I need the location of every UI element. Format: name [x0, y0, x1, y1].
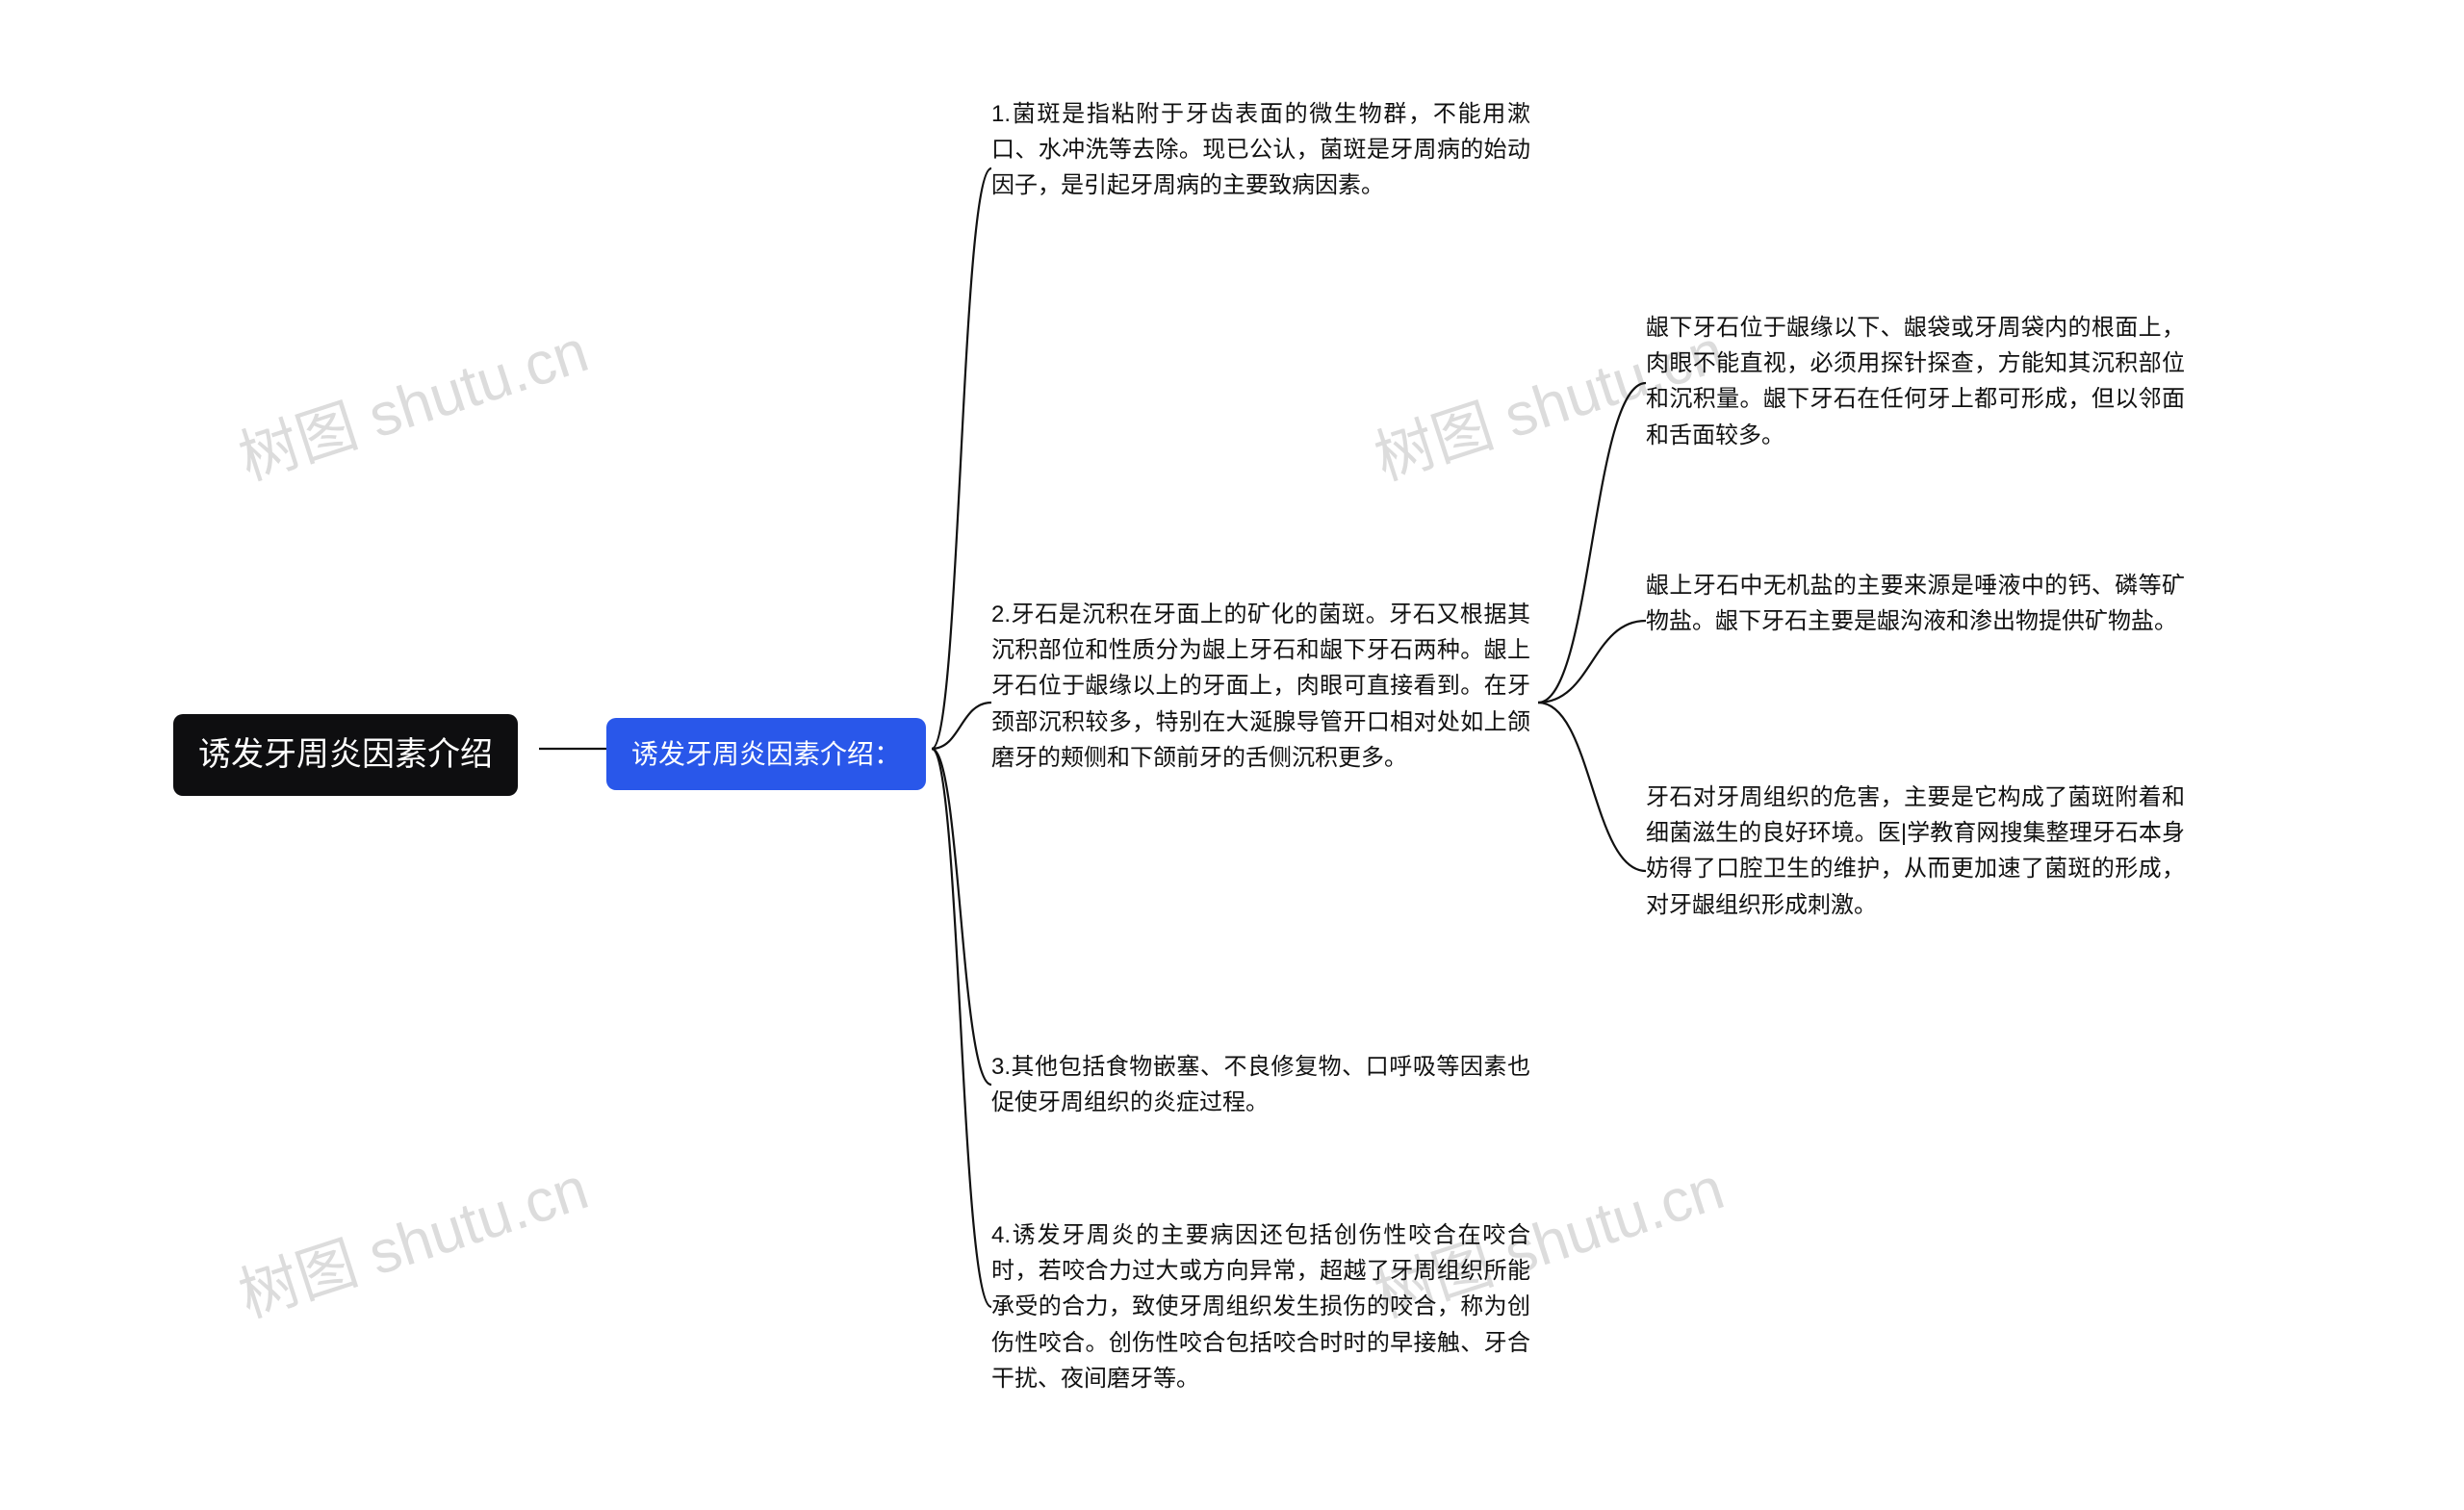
root-node[interactable]: 诱发牙周炎因素介绍	[173, 714, 518, 796]
level3-label: 龈下牙石位于龈缘以下、龈袋或牙周袋内的根面上，肉眼不能直视，必须用探针探查，方能…	[1646, 315, 2185, 448]
watermark: 树图 shutu.cn	[226, 302, 597, 497]
level3-node-1[interactable]: 龈下牙石位于龈缘以下、龈袋或牙周袋内的根面上，肉眼不能直视，必须用探针探查，方能…	[1646, 310, 2185, 453]
level2-node-2[interactable]: 2.牙石是沉积在牙面上的矿化的菌斑。牙石又根据其沉积部位和性质分为龈上牙石和龈下…	[991, 597, 1530, 776]
level2-label: 1.菌斑是指粘附于牙齿表面的微生物群，不能用漱口、水冲洗等去除。现已公认，菌斑是…	[991, 101, 1530, 198]
watermark: 树图 shutu.cn	[226, 1139, 597, 1334]
level3-node-3[interactable]: 牙石对牙周组织的危害，主要是它构成了菌斑附着和细菌滋生的良好环境。医|学教育网搜…	[1646, 780, 2185, 923]
level2-label: 4.诱发牙周炎的主要病因还包括创伤性咬合在咬合时，若咬合力过大或方向异常，超越了…	[991, 1222, 1530, 1392]
level2-node-1[interactable]: 1.菌斑是指粘附于牙齿表面的微生物群，不能用漱口、水冲洗等去除。现已公认，菌斑是…	[991, 96, 1530, 204]
level1-node[interactable]: 诱发牙周炎因素介绍：	[606, 718, 926, 790]
root-label: 诱发牙周炎因素介绍	[198, 736, 493, 773]
level2-label: 2.牙石是沉积在牙面上的矿化的菌斑。牙石又根据其沉积部位和性质分为龈上牙石和龈下…	[991, 601, 1530, 771]
level3-label: 龈上牙石中无机盐的主要来源是唾液中的钙、磷等矿物盐。龈下牙石主要是龈沟液和渗出物…	[1646, 573, 2185, 634]
level3-node-2[interactable]: 龈上牙石中无机盐的主要来源是唾液中的钙、磷等矿物盐。龈下牙石主要是龈沟液和渗出物…	[1646, 568, 2185, 639]
level2-node-4[interactable]: 4.诱发牙周炎的主要病因还包括创伤性咬合在咬合时，若咬合力过大或方向异常，超越了…	[991, 1217, 1530, 1396]
level2-node-3[interactable]: 3.其他包括食物嵌塞、不良修复物、口呼吸等因素也促使牙周组织的炎症过程。	[991, 1049, 1530, 1120]
level1-label: 诱发牙周炎因素介绍：	[631, 739, 901, 769]
level3-label: 牙石对牙周组织的危害，主要是它构成了菌斑附着和细菌滋生的良好环境。医|学教育网搜…	[1646, 784, 2185, 918]
level2-label: 3.其他包括食物嵌塞、不良修复物、口呼吸等因素也促使牙周组织的炎症过程。	[991, 1054, 1530, 1115]
